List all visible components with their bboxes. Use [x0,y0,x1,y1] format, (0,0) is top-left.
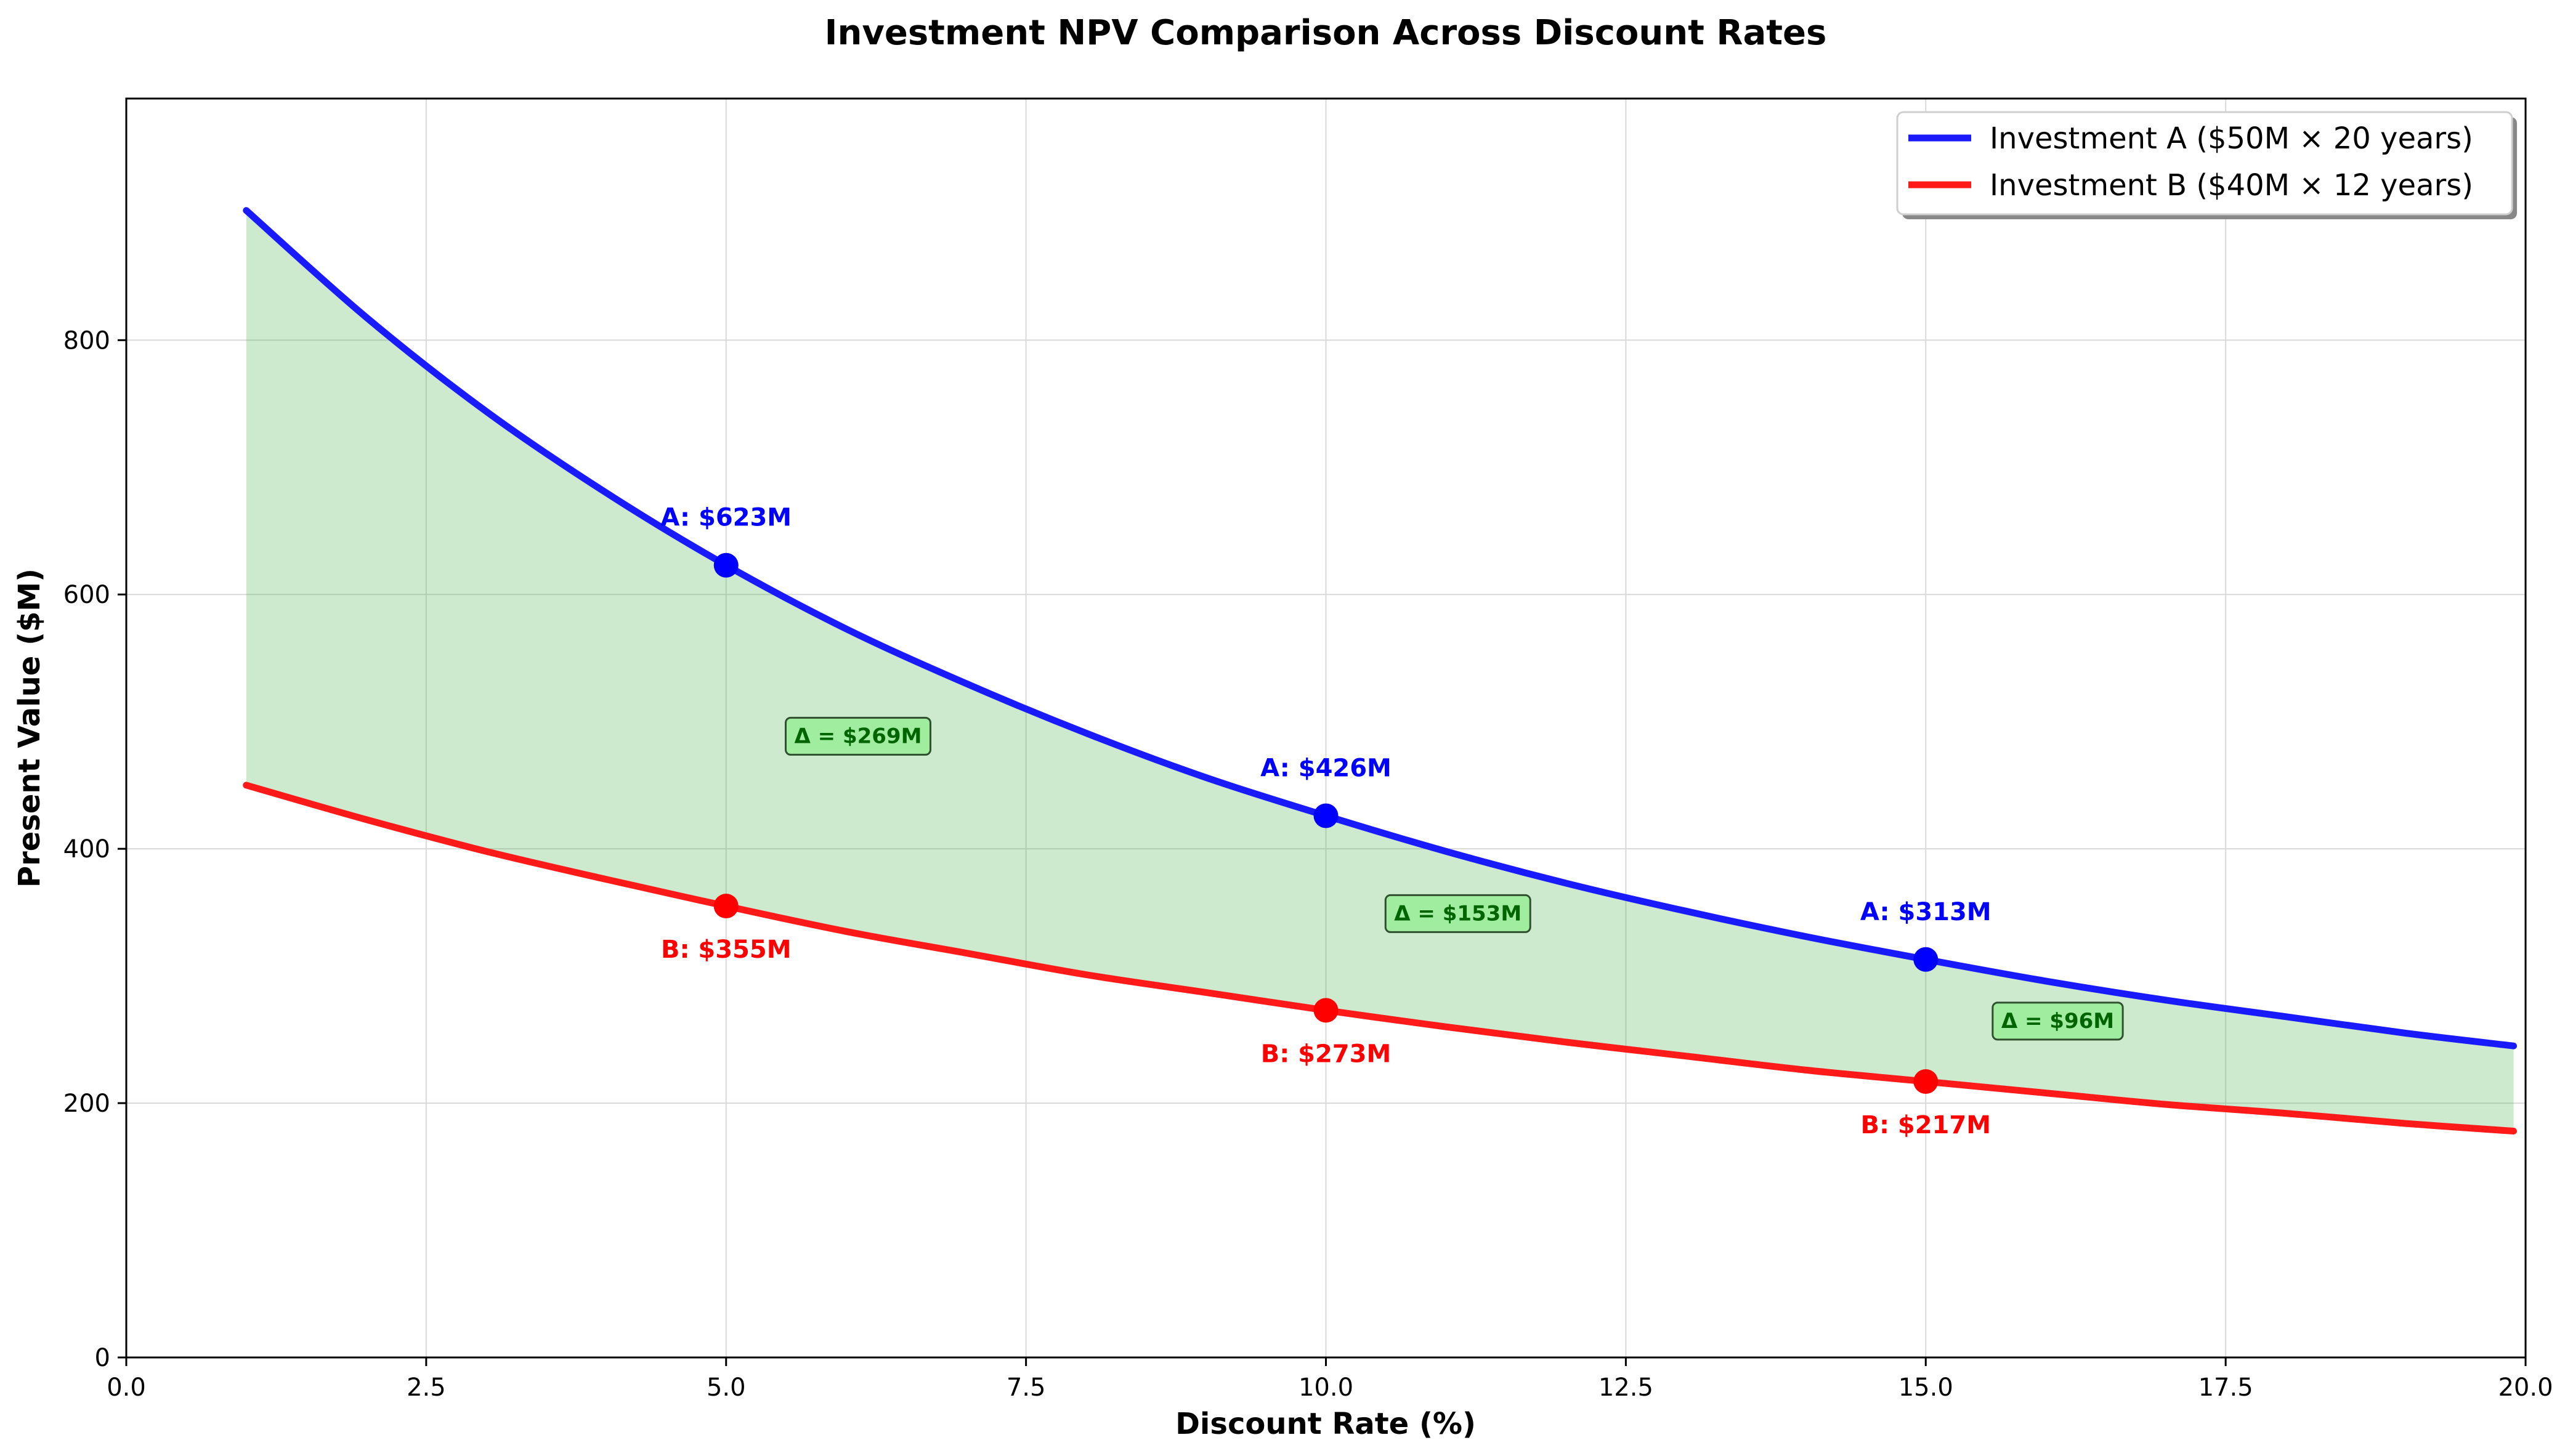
legend-entry: Investment B ($40M × 12 years) [1990,168,2473,203]
y-tick-label: 200 [63,1090,110,1118]
series-line-investment-a [243,207,2517,1050]
chart-title: Investment NPV Comparison Across Discoun… [825,13,1827,53]
delta-label: Δ = $153M [1394,901,1522,926]
data-marker [1913,947,1939,972]
series-lines [243,207,2517,1134]
x-tick-label: 20.0 [2498,1373,2553,1402]
annotation-b: B: $273M [1261,1040,1392,1068]
x-axis-label: Discount Rate (%) [1175,1407,1476,1441]
x-tick-label: 17.5 [2198,1373,2253,1402]
annotations: A: $623M A: $426M A: $313M B: $355M B: $273M… [660,504,1991,1139]
annotation-a: A: $623M [660,504,792,532]
markers [713,552,1939,1094]
delta-box: Δ = $153M [1384,894,1531,933]
delta-box-bg [784,716,931,756]
data-marker [1913,1069,1939,1094]
annotation-a: A: $426M [1260,754,1392,782]
annotation-b: B: $217M [1860,1111,1991,1139]
delta-label: Δ = $96M [2001,1009,2114,1033]
annotation-a: A: $313M [1860,898,1992,926]
delta-box: Δ = $269M [784,716,931,756]
y-tick-label: 0 [95,1344,110,1372]
annotation-b: B: $355M [661,936,792,964]
x-tick-label: 2.5 [407,1373,446,1402]
legend-box [1896,111,2513,216]
data-marker [1313,998,1339,1023]
legend-entry: Investment A ($50M × 20 years) [1990,121,2473,156]
delta-box-bg [1384,894,1531,933]
delta-labels: Δ = $269M Δ = $153M Δ = $96M [784,716,2124,1041]
difference-fill-area [246,210,2514,1131]
y-axis-label: Present Value ($M) [12,568,47,888]
series-line-investment-b [243,782,2517,1134]
y-axis-ticks: 0 200 400 600 800 [63,326,126,1372]
y-tick-label: 400 [63,835,110,863]
y-tick-label: 800 [63,326,110,355]
legend: Investment A ($50M × 20 years) Investment… [1896,111,2517,219]
y-tick-label: 600 [63,581,110,609]
data-marker [1313,803,1339,828]
x-tick-label: 7.5 [1007,1373,1046,1402]
x-tick-label: 12.5 [1599,1373,1653,1402]
x-tick-label: 15.0 [1898,1373,1953,1402]
x-tick-label: 0.0 [107,1373,146,1402]
delta-box: Δ = $96M [1992,1001,2124,1041]
data-marker [713,894,739,919]
delta-box-bg [1992,1001,2124,1041]
x-axis-ticks: 0.0 2.5 5.0 7.5 10.0 12.5 15.0 17.5 20.0 [107,1357,2553,1402]
x-tick-label: 5.0 [707,1373,746,1402]
delta-label: Δ = $269M [794,724,922,748]
x-tick-label: 10.0 [1299,1373,1353,1402]
data-marker [713,552,739,578]
